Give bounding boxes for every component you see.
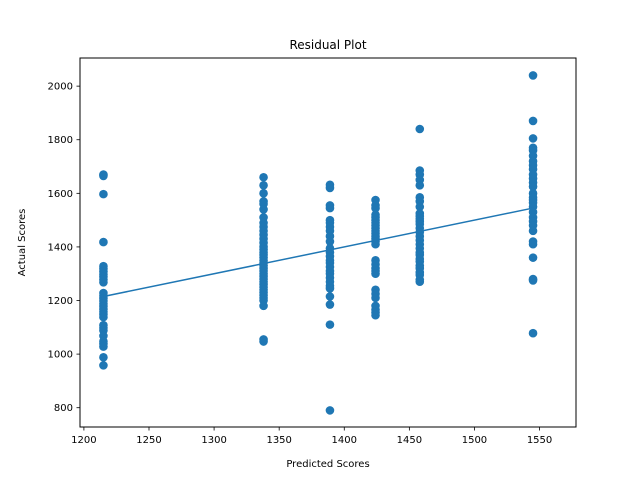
data-point-0-3 [99, 237, 108, 247]
data-point-1-2 [259, 189, 268, 198]
x-tick-label-1350: 1350 [266, 435, 291, 446]
data-point-3-22 [371, 293, 380, 303]
x-tick-label-1400: 1400 [332, 435, 357, 446]
data-point-0-29 [99, 361, 108, 370]
data-point-5-2 [528, 134, 538, 143]
y-axis: 800 1000 1200 1400 1600 1800 2000 [48, 82, 80, 414]
data-point-5-25 [528, 253, 538, 262]
y-tick-label-1200: 1200 [48, 296, 73, 307]
x-tick-label-1300: 1300 [201, 435, 226, 446]
data-point-1-34 [259, 301, 268, 311]
y-tick-label-1400: 1400 [48, 242, 73, 253]
data-point-2-1 [325, 183, 335, 193]
fit-line-group [103, 207, 534, 298]
data-point-4-4 [415, 180, 425, 190]
data-point-2-3 [325, 203, 335, 213]
data-point-4-0 [415, 124, 425, 134]
data-point-5-12 [528, 182, 538, 191]
data-point-0-2 [99, 189, 108, 199]
plot-area-frame [79, 57, 577, 428]
data-point-0-27 [99, 342, 108, 351]
data-point-0-20 [99, 312, 108, 322]
x-tick-label-1550: 1550 [527, 435, 552, 446]
x-tick-label-1500: 1500 [462, 435, 487, 446]
y-tick-label-2000: 2000 [48, 82, 73, 93]
data-point-1-36 [259, 337, 268, 346]
x-axis-label: Predicted Scores [286, 459, 369, 470]
data-point-5-28 [528, 328, 538, 338]
y-tick-label-1800: 1800 [48, 135, 73, 146]
data-point-2-22 [325, 292, 335, 301]
y-tick-label-800: 800 [54, 403, 73, 414]
data-point-3-19 [371, 269, 380, 279]
scatter-points [99, 71, 538, 415]
x-tick-label-1250: 1250 [136, 435, 161, 446]
chart-title: Residual Plot [289, 38, 366, 52]
data-point-4-7 [415, 202, 425, 212]
data-point-4-28 [415, 277, 425, 287]
data-point-3-2 [371, 203, 380, 213]
x-axis: 1200 1250 1300 1350 1400 1450 1500 1550 [71, 427, 552, 446]
data-point-3-14 [371, 239, 380, 249]
data-point-2-23 [325, 300, 335, 309]
data-point-5-22 [528, 226, 538, 236]
data-point-5-0 [528, 71, 538, 80]
y-tick-label-1600: 1600 [48, 189, 73, 200]
data-point-5-1 [528, 116, 538, 126]
fit-line [103, 207, 534, 298]
x-tick-label-1200: 1200 [71, 435, 96, 446]
data-point-1-0 [259, 172, 268, 182]
data-point-5-27 [528, 276, 538, 285]
data-point-3-26 [371, 310, 380, 320]
data-point-2-21 [325, 284, 335, 293]
y-tick-label-1000: 1000 [48, 350, 73, 361]
data-point-1-5 [259, 205, 268, 214]
data-point-2-9 [325, 237, 335, 246]
y-axis-label: Actual Scores [17, 209, 28, 277]
data-point-5-24 [528, 239, 538, 249]
data-point-2-24 [325, 320, 335, 329]
x-tick-label-1450: 1450 [397, 435, 422, 446]
data-point-1-1 [259, 180, 268, 190]
data-point-0-10 [99, 277, 108, 287]
data-point-0-28 [99, 353, 108, 362]
data-point-2-25 [325, 406, 335, 415]
data-point-0-1 [99, 171, 108, 181]
